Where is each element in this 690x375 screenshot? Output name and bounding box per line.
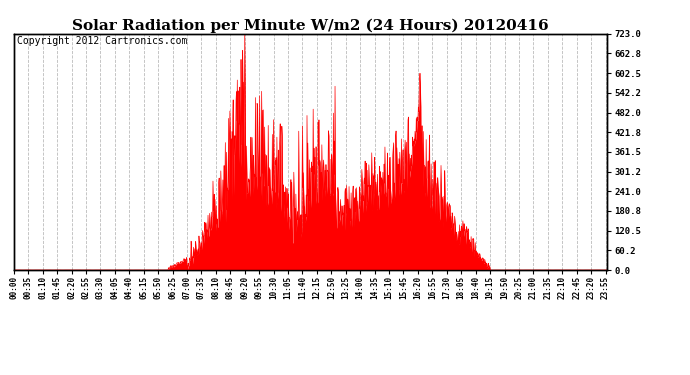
- Text: Copyright 2012 Cartronics.com: Copyright 2012 Cartronics.com: [17, 36, 187, 46]
- Title: Solar Radiation per Minute W/m2 (24 Hours) 20120416: Solar Radiation per Minute W/m2 (24 Hour…: [72, 18, 549, 33]
